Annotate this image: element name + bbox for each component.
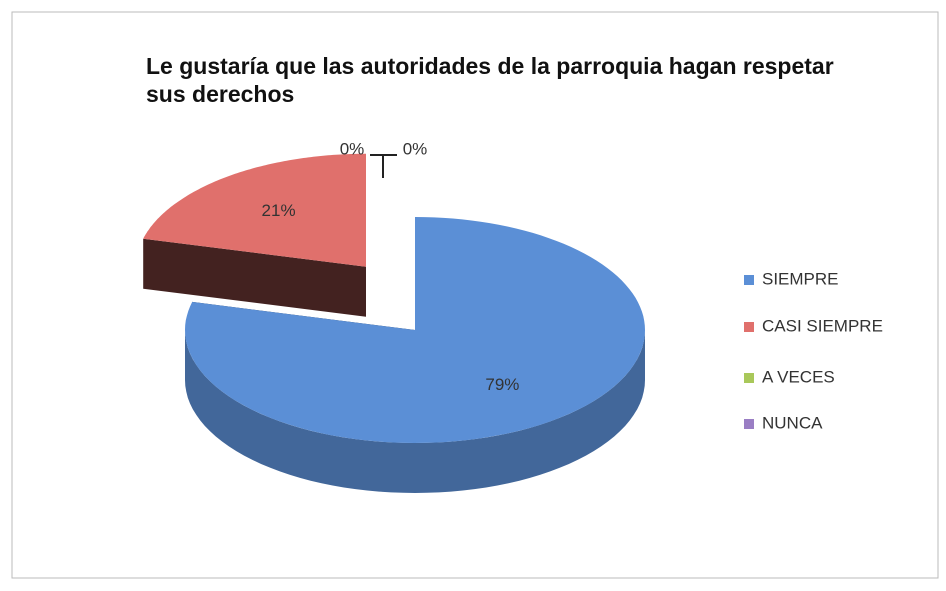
legend-label: A VECES [762,367,835,386]
slice-side [185,330,645,493]
data-label: 21% [262,201,296,220]
slice-face [143,238,366,317]
legend-label: NUNCA [762,413,823,432]
legend-label: SIEMPRE [762,269,839,288]
legend-swatch [744,373,754,383]
slice [143,153,366,267]
slice [185,217,645,443]
data-label: 0% [340,139,365,158]
legend-swatch [744,322,754,332]
legend-label: CASI SIEMPRE [762,316,883,335]
chart-title: Le gustaría que las autoridades de la pa… [146,53,834,107]
data-label: 79% [485,375,519,394]
leader-line [370,154,397,178]
data-label: 0% [403,139,428,158]
legend-swatch [744,275,754,285]
legend-swatch [744,419,754,429]
